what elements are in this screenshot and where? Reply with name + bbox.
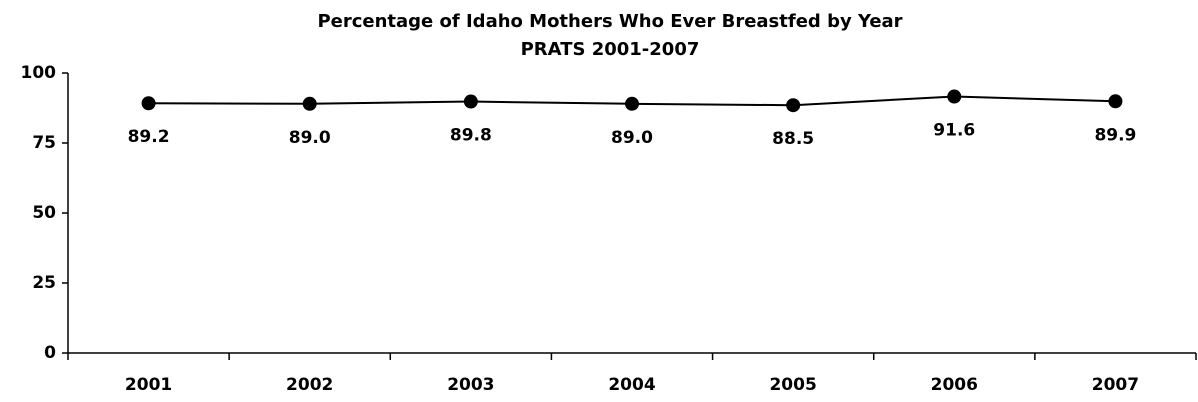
marker	[141, 96, 156, 111]
data-label: 91.6	[933, 121, 975, 141]
data-label: 89.2	[128, 127, 170, 147]
x-tick-label: 2005	[769, 375, 816, 395]
marker	[786, 98, 801, 113]
x-tick-label: 2002	[286, 375, 333, 395]
y-tick-label: 100	[21, 63, 57, 83]
data-label: 89.9	[1094, 125, 1136, 145]
x-tick-label: 2004	[608, 375, 655, 395]
marker	[1108, 94, 1123, 109]
chart-title: Percentage of Idaho Mothers Who Ever Bre…	[317, 11, 902, 32]
marker	[625, 96, 639, 111]
y-tick-label: 50	[32, 203, 56, 223]
chart-subtitle: PRATS 2001-2007	[521, 39, 700, 60]
x-tick-label: 2007	[1092, 375, 1139, 395]
y-tick-label: 25	[32, 273, 56, 293]
x-tick-label: 2003	[447, 375, 494, 395]
y-tick-label: 75	[32, 133, 56, 153]
data-label: 89.0	[611, 128, 653, 148]
x-tick-label: 2001	[125, 375, 172, 395]
data-label: 89.0	[289, 128, 331, 148]
data-label: 88.5	[772, 129, 814, 149]
marker	[302, 96, 317, 111]
marker	[947, 89, 962, 104]
marker	[463, 94, 478, 109]
y-tick-label: 0	[44, 343, 56, 363]
data-label: 89.8	[450, 126, 492, 146]
x-tick-label: 2006	[931, 375, 978, 395]
